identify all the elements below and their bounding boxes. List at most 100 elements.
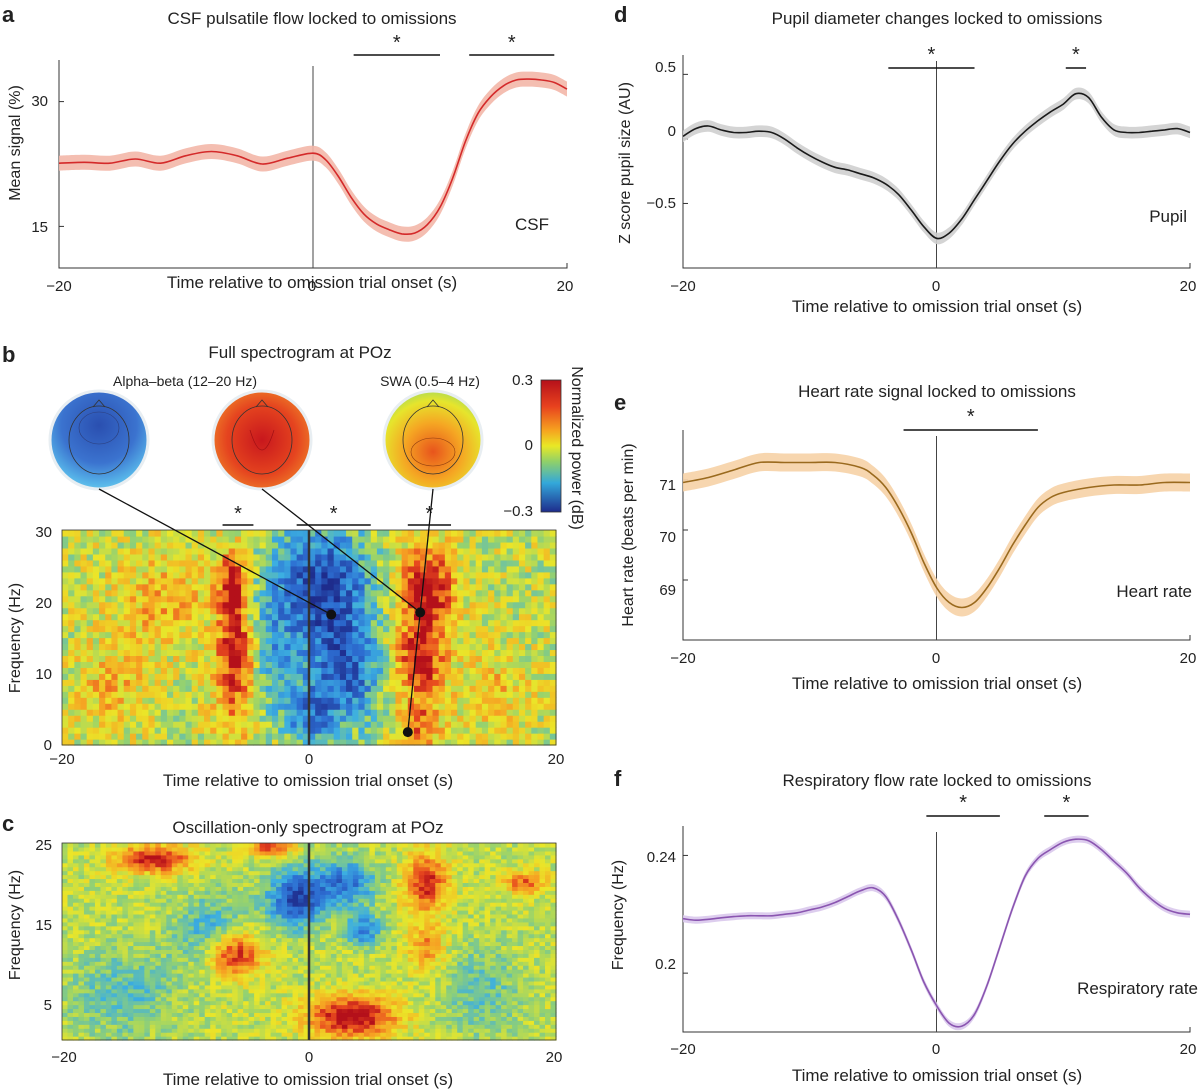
heatmap-cell [325, 996, 332, 1002]
heatmap-cell [287, 965, 294, 970]
heatmap-cell [402, 969, 409, 974]
heatmap-cell [138, 1036, 145, 1041]
heatmap-cell [86, 571, 94, 579]
heatmap-cell [199, 1016, 206, 1021]
plot-area-a: * * [58, 32, 568, 269]
heatmap-cell [429, 992, 436, 998]
heatmap-cell [358, 577, 366, 585]
heatmap-cell [315, 589, 322, 597]
heatmap-cell [309, 553, 316, 561]
heatmap-cell [247, 553, 255, 561]
heatmap-cell [549, 727, 557, 734]
heatmap-cell [413, 965, 420, 970]
heatmap-cell [226, 1004, 233, 1010]
heatmap-cell [402, 992, 409, 998]
heatmap-cell [80, 589, 88, 597]
heatmap-cell [537, 625, 545, 633]
ylabel-c: Frequency (Hz) [7, 870, 24, 980]
heatmap-cell [94, 1032, 102, 1037]
heatmap-cell [253, 541, 261, 549]
heatmap-cell [543, 619, 551, 627]
heatmap-cell [160, 1032, 167, 1037]
heatmap-cell [259, 553, 267, 561]
heatmap-cell [352, 637, 359, 645]
heatmap-cell [315, 565, 322, 573]
heatmap-cell [330, 957, 338, 962]
heatmap-cell [346, 655, 353, 662]
heatmap-cell [105, 697, 112, 704]
heatmap-cell [391, 1016, 398, 1021]
heatmap-cell [173, 721, 180, 728]
heatmap-cell [309, 1012, 316, 1017]
heatmap-cell [259, 631, 267, 639]
heatmap-cell [197, 721, 205, 728]
heatmap-cell [68, 571, 75, 579]
heatmap-cell [86, 577, 94, 585]
heatmap-cell [204, 976, 211, 982]
heatmap-cell [259, 679, 267, 686]
heatmap-cell [204, 649, 211, 657]
heatmap-cell [284, 709, 292, 716]
heatmap-cell [330, 980, 338, 986]
heatmap-cell [136, 733, 143, 740]
heatmap-cell [451, 953, 458, 958]
heatmap-cell [549, 601, 557, 609]
heatmap-cell [287, 1024, 294, 1029]
heatmap-cell [418, 992, 425, 998]
heatmap-cell [234, 739, 242, 746]
heatmap-cell [136, 565, 143, 573]
heatmap-cell [531, 697, 539, 704]
heatmap-cell [302, 649, 310, 657]
heatmap-cell [315, 679, 322, 686]
heatmap-cell [160, 976, 167, 982]
heatmap-cell [116, 1008, 123, 1014]
ytick-d-0.5: 0.5 [655, 59, 676, 76]
heatmap-cell [341, 1004, 349, 1010]
heatmap-cell [352, 535, 359, 543]
heatmap-cell [160, 709, 168, 716]
heatmap-cell [155, 1004, 162, 1010]
heatmap-cell [528, 965, 535, 970]
heatmap-cell [380, 1024, 387, 1029]
heatmap-cell [241, 595, 248, 603]
heatmap-cell [537, 535, 545, 543]
heatmap-cell [517, 965, 524, 970]
heatmap-cell [327, 535, 335, 543]
heatmap-cell [248, 953, 255, 958]
heatmap-cell [210, 1028, 217, 1033]
heatmap-cell [222, 619, 230, 627]
heatmap-cell [420, 637, 427, 645]
heatmap-cell [352, 739, 359, 746]
heatmap-cell [438, 643, 446, 651]
heatmap-cell [284, 685, 292, 692]
sig-star-e-0: * [967, 406, 975, 428]
heatmap-cell [210, 988, 217, 994]
heatmap-cell [501, 973, 508, 978]
heatmap-cell [429, 1032, 436, 1037]
heatmap-cell [315, 583, 322, 591]
heatmap-cell [333, 661, 341, 668]
heatmap-cell [347, 980, 354, 986]
heatmap-cell [325, 957, 332, 962]
heatmap-cell [314, 980, 321, 986]
series-label-heart: Heart rate [1116, 582, 1192, 601]
heatmap-cell [469, 709, 477, 716]
heatmap-cell [127, 1024, 134, 1029]
heatmap-cell [154, 667, 162, 674]
heatmap-cell [358, 553, 366, 561]
heatmap-cell [92, 577, 100, 585]
heatmap-cell [105, 980, 112, 986]
heatmap-cell [369, 996, 376, 1002]
heatmap-cell [495, 992, 502, 998]
heatmap-cell [446, 1036, 453, 1041]
heatmap-cell [309, 619, 316, 627]
heatmap-cell [451, 709, 458, 716]
heatmap-cell [363, 969, 370, 974]
heatmap-cell [518, 631, 526, 639]
heatmap-cell [144, 953, 151, 958]
heatmap-cell [545, 961, 552, 966]
heatmap-cell [265, 601, 273, 609]
heatmap-cell [193, 1036, 200, 1041]
heatmap-cell [363, 1004, 370, 1010]
heatmap-cell [278, 739, 285, 746]
